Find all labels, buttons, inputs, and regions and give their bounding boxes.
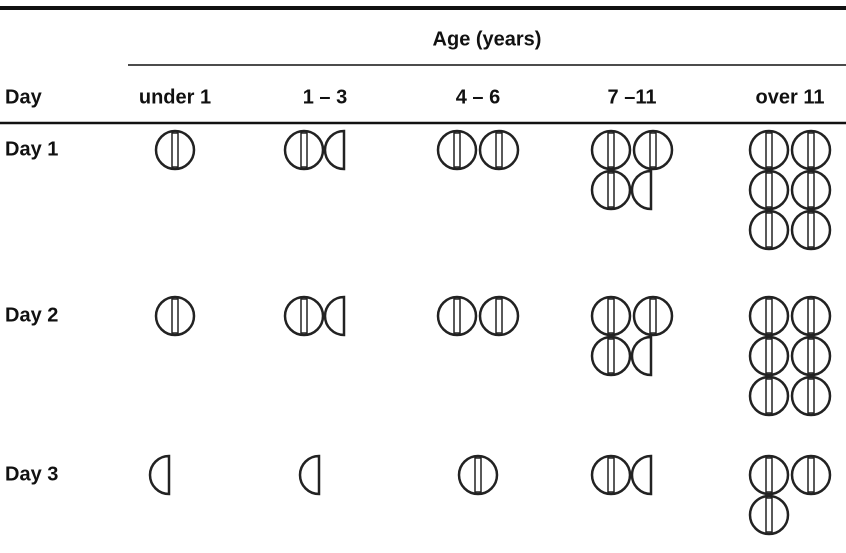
tablet-score <box>608 339 614 373</box>
dose <box>459 456 497 494</box>
tablet-score <box>808 379 814 413</box>
half-tablet <box>325 297 344 335</box>
tablet-score <box>608 133 614 167</box>
dose <box>750 297 830 415</box>
dose <box>750 456 830 534</box>
tablet-score <box>454 299 460 333</box>
tablet-score <box>608 173 614 207</box>
row-label: Day 1 <box>5 138 58 160</box>
half-tablet <box>632 456 651 494</box>
half-tablet <box>632 171 651 209</box>
tablet-score <box>650 299 656 333</box>
tablet-score <box>301 133 307 167</box>
tablet-score <box>766 339 772 373</box>
tablet-score <box>808 339 814 373</box>
dose <box>150 456 169 494</box>
tablet-score <box>172 299 178 333</box>
dosage-table: Age (years) Day under 1 1 – 3 4 – 6 7 –11 ove… <box>0 0 846 553</box>
dose <box>438 131 518 169</box>
tablet-score <box>608 299 614 333</box>
dose <box>285 131 344 169</box>
tablet-score <box>766 498 772 532</box>
dose <box>438 297 518 335</box>
column-header: 7 –11 <box>608 86 657 108</box>
tablet-score <box>808 213 814 247</box>
tablet-score <box>475 458 481 492</box>
dose <box>750 131 830 249</box>
tablet-score <box>650 133 656 167</box>
tablet-score <box>766 458 772 492</box>
tablet-score <box>808 133 814 167</box>
row-label: Day 3 <box>5 463 58 485</box>
tablet-score <box>454 133 460 167</box>
tablet-score <box>808 173 814 207</box>
column-header: 1 – 3 <box>303 86 347 108</box>
half-tablet <box>300 456 319 494</box>
half-tablet <box>150 456 169 494</box>
tablet-score <box>766 379 772 413</box>
dose <box>300 456 319 494</box>
tablet-score <box>766 173 772 207</box>
tablet-score <box>808 458 814 492</box>
half-tablet <box>632 337 651 375</box>
dose <box>592 131 672 209</box>
column-header: 4 – 6 <box>456 86 500 108</box>
header-group: Age (years) <box>433 28 542 50</box>
dose <box>592 297 672 375</box>
tablet-score <box>496 133 502 167</box>
tablet-score <box>766 213 772 247</box>
half-tablet <box>325 131 344 169</box>
tablet-score <box>766 299 772 333</box>
dose <box>156 131 194 169</box>
tablet-score <box>172 133 178 167</box>
page: Age (years) Day under 1 1 – 3 4 – 6 7 –11 ove… <box>0 0 846 553</box>
row-label: Day 2 <box>5 304 58 326</box>
column-header: under 1 <box>139 86 211 108</box>
column-header: over 11 <box>756 86 825 108</box>
tablet-score <box>301 299 307 333</box>
tablet-score <box>766 133 772 167</box>
tablet-score <box>808 299 814 333</box>
tablet-score <box>608 458 614 492</box>
dose <box>285 297 344 335</box>
tablet-score <box>496 299 502 333</box>
dose <box>592 456 651 494</box>
column-header: Day <box>5 86 43 108</box>
dose <box>156 297 194 335</box>
